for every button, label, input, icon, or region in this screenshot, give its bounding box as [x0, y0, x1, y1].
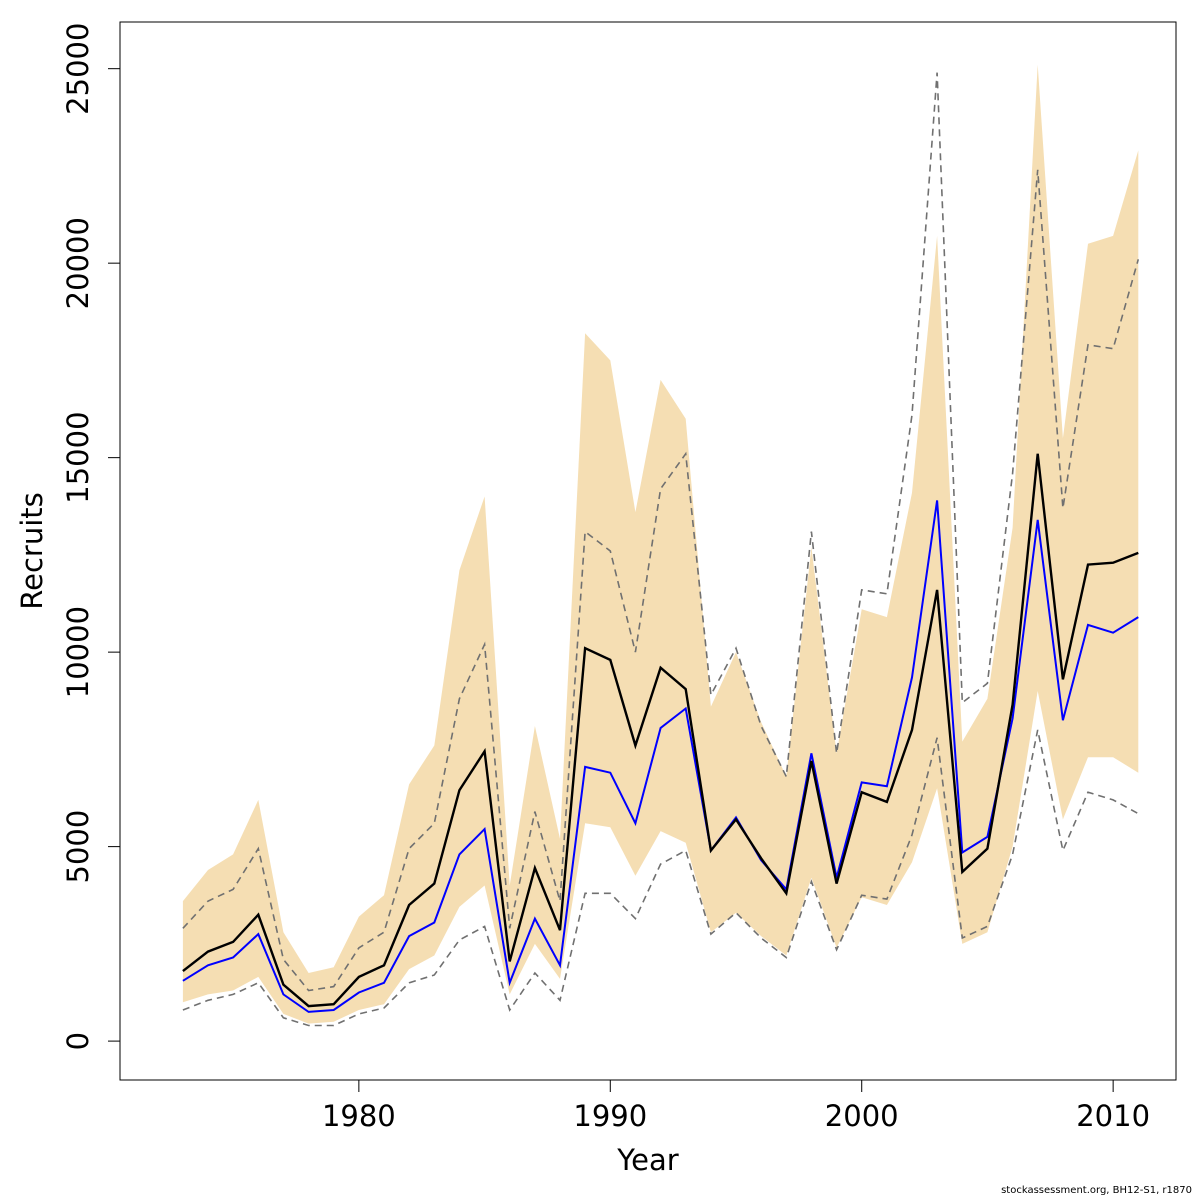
y-tick-label: 25000 [61, 23, 95, 115]
y-tick-label: 20000 [61, 217, 95, 309]
y-tick-label: 0 [61, 1032, 95, 1050]
y-tick-label: 5000 [61, 810, 95, 884]
y-axis: 0 5000 10000 15000 20000 25000 [61, 23, 121, 1050]
x-tick-label: 2010 [1076, 1099, 1150, 1133]
blue-series-line [182, 500, 1139, 1013]
credit-text: stockassessment.org, BH12-S1, r1870 [1001, 1185, 1192, 1196]
x-tick-label: 1990 [573, 1099, 647, 1133]
black-series-line [182, 453, 1139, 1008]
plot-area [182, 64, 1140, 1027]
y-tick-label: 15000 [61, 411, 95, 503]
dashed-lower-line [182, 729, 1139, 1027]
x-axis: 1980 1990 2000 2010 [322, 1079, 1150, 1133]
x-axis-title: Year [616, 1143, 678, 1177]
y-tick-label: 10000 [61, 606, 95, 698]
confidence-band [182, 64, 1139, 1024]
x-tick-label: 2000 [825, 1099, 899, 1133]
x-tick-label: 1980 [322, 1099, 396, 1133]
y-axis-title: Recruits [15, 492, 49, 609]
